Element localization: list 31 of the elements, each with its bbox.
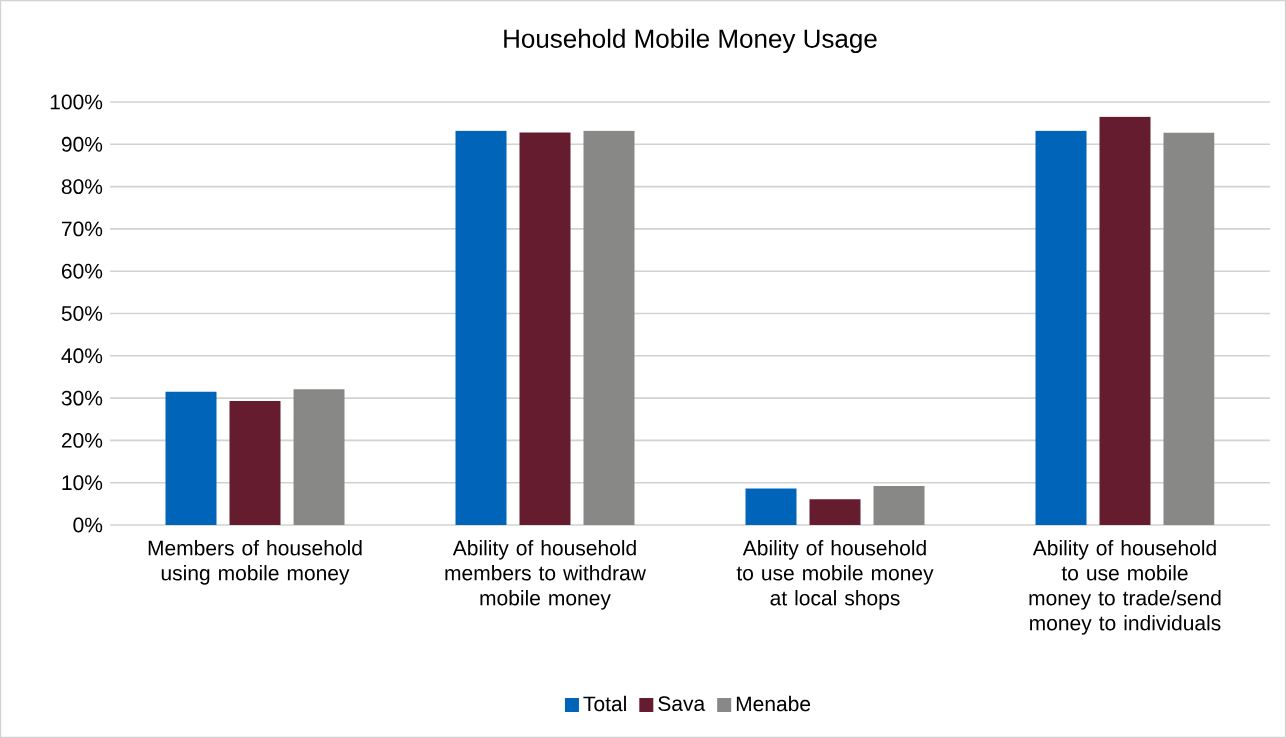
bar <box>165 391 217 525</box>
chart-title: Household Mobile Money Usage <box>504 28 877 54</box>
bar <box>745 488 797 525</box>
bar <box>809 499 861 525</box>
bar <box>1035 130 1087 525</box>
x-tick-label: Ability of household members to withdraw mobile money <box>445 540 646 610</box>
legend-label: Total <box>583 695 626 712</box>
bar <box>1099 116 1151 525</box>
y-tick-label: 60% <box>61 263 103 279</box>
y-tick-label: 0% <box>73 517 103 533</box>
y-tick-label: 100% <box>50 94 103 110</box>
y-tick-label: 20% <box>61 432 103 448</box>
x-tick-label: Members of household using mobile money <box>148 540 362 585</box>
x-tick-label: Ability of household to use mobile money to trade/send money to individuals <box>1029 540 1221 635</box>
bar <box>583 130 635 525</box>
legend-label: Sava <box>658 696 706 712</box>
y-tick-label: 90% <box>61 136 103 152</box>
bar <box>1163 132 1215 525</box>
x-tick-label: Ability of household to use mobile money at local shops <box>736 540 934 610</box>
bar <box>455 130 507 525</box>
y-tick-label: 70% <box>61 221 103 237</box>
y-tick-label: 50% <box>61 306 103 321</box>
bar <box>873 486 925 525</box>
bar <box>519 132 571 525</box>
bar <box>229 401 281 525</box>
bar <box>293 389 345 525</box>
y-tick-label: 80% <box>61 179 103 195</box>
y-tick-label: 30% <box>61 390 103 406</box>
y-tick-label: 40% <box>61 348 103 364</box>
y-tick-label: 10% <box>62 475 103 491</box>
legend-label: Menabe <box>736 695 811 712</box>
